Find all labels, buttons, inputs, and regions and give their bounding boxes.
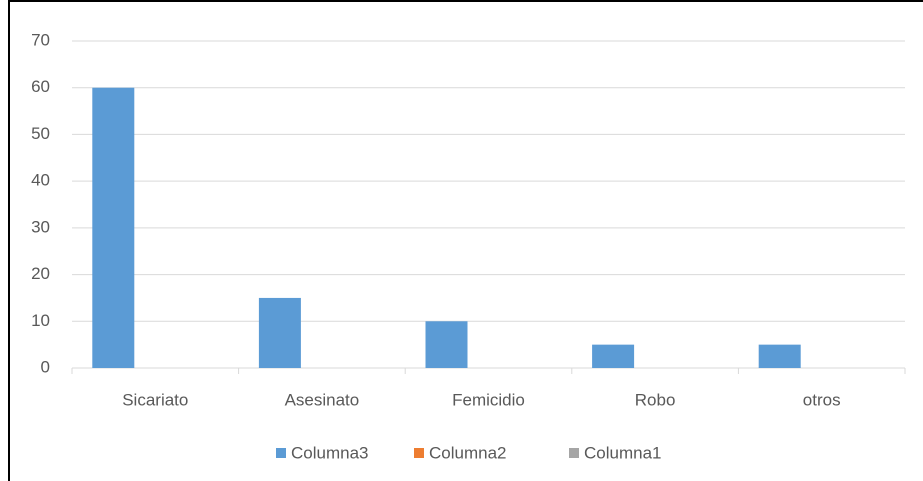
x-tick-label: Asesinato (285, 390, 360, 409)
y-tick-label: 0 (41, 357, 50, 376)
x-tick-label: Sicariato (122, 390, 188, 409)
bar (425, 321, 468, 368)
bar (258, 297, 301, 368)
legend-swatch (414, 448, 424, 458)
bar (758, 344, 801, 368)
x-tick-label: Femicidio (452, 390, 525, 409)
legend-swatch (569, 448, 579, 458)
legend-label: Columna1 (584, 443, 662, 462)
x-tick-label: Robo (635, 390, 676, 409)
legend-label: Columna3 (291, 443, 369, 462)
y-tick-label: 10 (31, 311, 50, 330)
bar (92, 87, 135, 368)
chart-frame (8, 0, 923, 481)
y-tick-label: 20 (31, 264, 50, 283)
y-tick-label: 70 (31, 30, 50, 49)
y-tick-label: 50 (31, 124, 50, 143)
x-tick-label: otros (803, 390, 841, 409)
y-tick-label: 60 (31, 77, 50, 96)
legend-swatch (276, 448, 286, 458)
bar (592, 344, 635, 368)
y-tick-label: 40 (31, 171, 50, 190)
legend-label: Columna2 (429, 443, 507, 462)
y-tick-label: 30 (31, 217, 50, 236)
